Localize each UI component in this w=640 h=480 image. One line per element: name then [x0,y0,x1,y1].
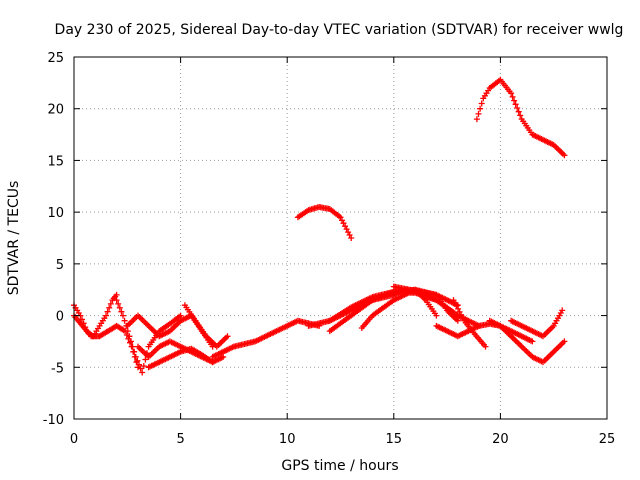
series-arc-3 [113,297,184,376]
series-arc-17 [473,76,568,159]
series-arc-18 [486,317,568,366]
y-tick-label: 20 [47,103,64,118]
series-arc-14 [390,283,461,324]
data-point-markers [390,283,461,324]
x-tick-label: 10 [279,432,296,447]
data-point-markers [145,345,216,371]
x-tick-label: 15 [386,432,403,447]
plot-border [73,56,608,420]
y-tick-label: -5 [51,361,64,376]
series-arc-9 [294,204,355,241]
data-point-markers [508,307,566,340]
series-arc-6 [145,345,216,371]
x-tick-label: 20 [492,432,509,447]
y-tick-label: 5 [56,258,64,273]
data-point-markers [113,297,184,376]
data-point-markers [181,302,231,350]
x-tick-label: 0 [70,432,78,447]
chart-title: Day 230 of 2025, Sidereal Day-to-day VTE… [55,22,624,38]
data-point-markers [486,317,568,366]
series-arc-19 [508,307,566,340]
ticks: 0 5 10 15 20 25 -10 -5 0 5 10 15 20 25 [43,51,616,447]
y-tick-label: -10 [43,413,64,428]
y-tick-label: 10 [47,206,64,221]
y-axis-title: SDTVAR / TECUs [6,181,22,296]
series-arc-16 [450,297,489,350]
data-point-markers [450,297,489,350]
y-tick-label: 25 [47,51,64,66]
x-tick-label: 25 [599,432,616,447]
data-layer [71,76,568,376]
x-tick-label: 5 [176,432,184,447]
y-tick-label: 15 [47,154,64,169]
series-arc-7 [181,302,231,350]
data-point-markers [473,76,568,159]
x-axis-title: GPS time / hours [281,458,398,474]
y-tick-label: 0 [56,310,64,325]
data-point-markers [294,204,355,241]
